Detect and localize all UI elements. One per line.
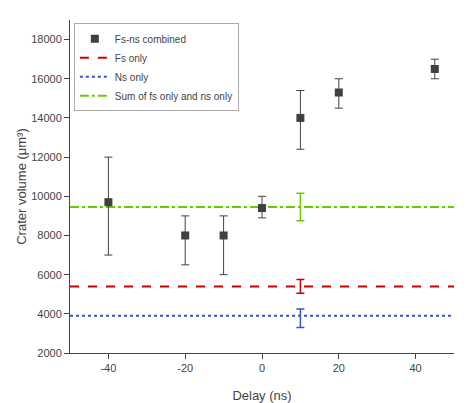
svg-text:Sum of fs only and ns only: Sum of fs only and ns only <box>115 91 232 102</box>
svg-text:12000: 12000 <box>31 151 62 163</box>
svg-text:10000: 10000 <box>31 190 62 202</box>
svg-text:Ns only: Ns only <box>115 72 148 83</box>
svg-text:6000: 6000 <box>37 269 61 281</box>
svg-text:4000: 4000 <box>37 308 61 320</box>
svg-text:-20: -20 <box>177 362 193 374</box>
svg-text:8000: 8000 <box>37 229 61 241</box>
svg-text:2000: 2000 <box>37 347 61 359</box>
svg-text:14000: 14000 <box>31 112 62 124</box>
svg-text:Crater volume (μm³): Crater volume (μm³) <box>14 128 29 245</box>
svg-text:Fs only: Fs only <box>115 53 147 64</box>
svg-text:Delay (ns): Delay (ns) <box>232 388 291 403</box>
svg-text:18000: 18000 <box>31 33 62 45</box>
svg-text:20: 20 <box>333 362 345 374</box>
svg-text:16000: 16000 <box>31 73 62 85</box>
svg-text:Fs-ns combined: Fs-ns combined <box>115 34 186 45</box>
svg-text:40: 40 <box>409 362 421 374</box>
svg-text:0: 0 <box>259 362 265 374</box>
svg-text:-40: -40 <box>100 362 116 374</box>
